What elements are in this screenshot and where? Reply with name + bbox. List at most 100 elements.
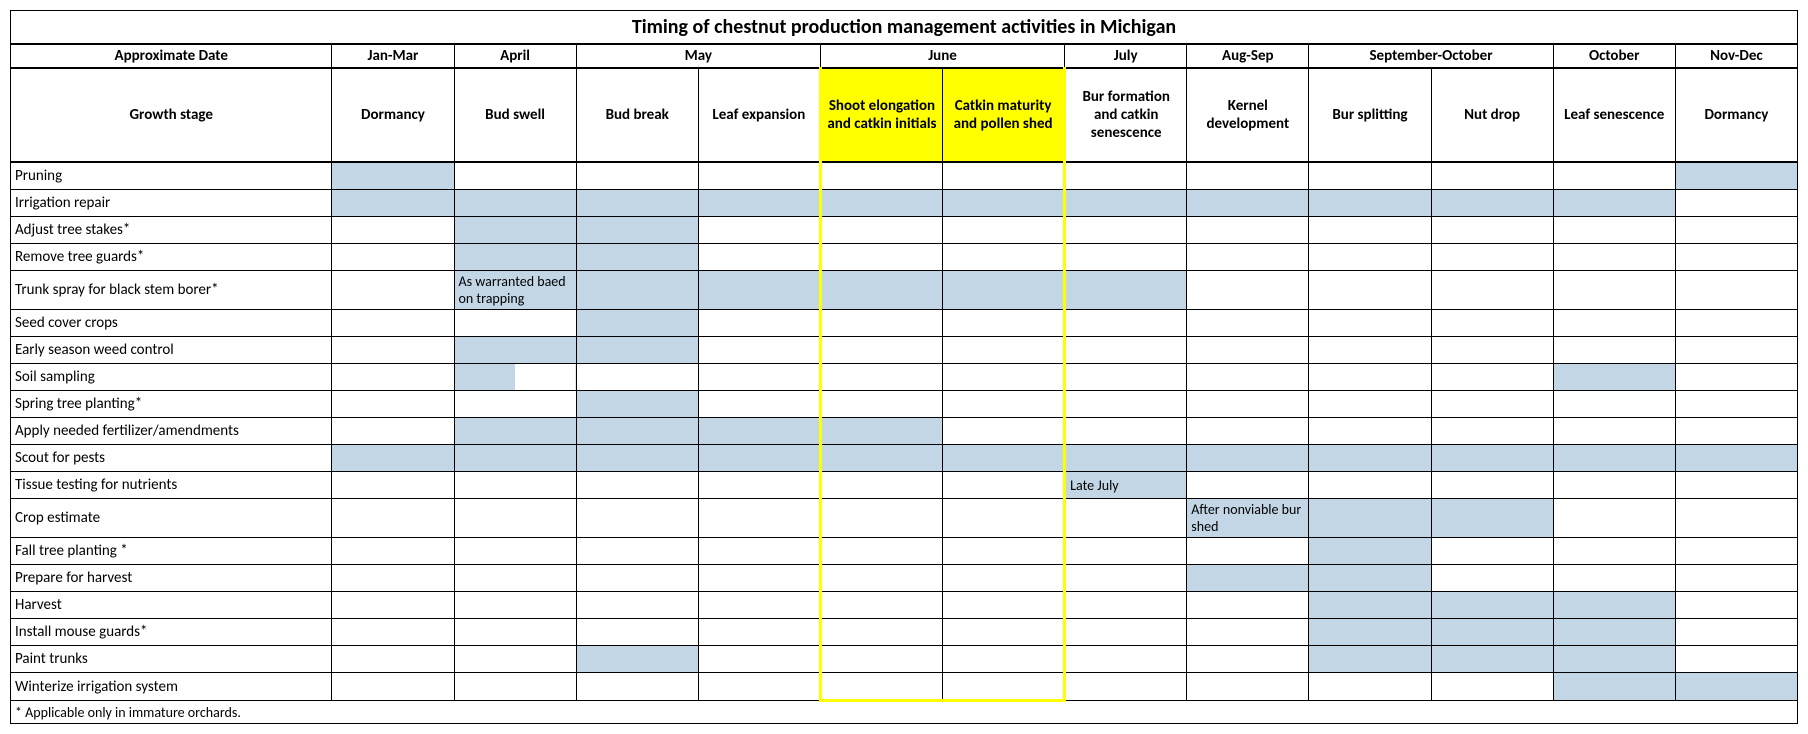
- activity-cell: [1431, 217, 1553, 244]
- activity-row: Winterize irrigation system: [11, 673, 1798, 701]
- activity-label: Remove tree guards*: [11, 244, 332, 271]
- activity-cell: [698, 646, 820, 673]
- activity-cell: [1187, 162, 1309, 190]
- activity-cell: [576, 310, 698, 337]
- activity-cell: [332, 565, 454, 592]
- activity-cell: [1309, 337, 1431, 364]
- activity-cell: [820, 190, 942, 217]
- activity-cell: [1309, 271, 1431, 310]
- activity-row: Soil sampling: [11, 364, 1798, 391]
- activity-cell: [1431, 472, 1553, 499]
- activity-cell: [698, 244, 820, 271]
- activity-cell: [1675, 472, 1797, 499]
- activity-cell: [1065, 619, 1187, 646]
- activity-cell: [1065, 244, 1187, 271]
- activity-cell: [1431, 445, 1553, 472]
- activity-cell: [576, 592, 698, 619]
- activity-row: Early season weed control: [11, 337, 1798, 364]
- activity-cell: [1187, 310, 1309, 337]
- activity-cell: [576, 217, 698, 244]
- activity-cell: [1309, 445, 1431, 472]
- activity-label: Soil sampling: [11, 364, 332, 391]
- stage-bur-formation: Bur formation and catkin senescence: [1065, 68, 1187, 162]
- activity-cell: [576, 271, 698, 310]
- activity-cell: [820, 499, 942, 538]
- activity-cell: [943, 310, 1065, 337]
- activity-cell: [1431, 418, 1553, 445]
- activity-cell: [698, 337, 820, 364]
- activity-cell: [1187, 565, 1309, 592]
- activity-cell: [698, 418, 820, 445]
- activity-cell: [332, 337, 454, 364]
- activity-row: Apply needed fertilizer/amendments: [11, 418, 1798, 445]
- activity-label: Prepare for harvest: [11, 565, 332, 592]
- activity-label: Scout for pests: [11, 445, 332, 472]
- activity-cell: [943, 337, 1065, 364]
- activity-cell: [698, 364, 820, 391]
- col-sep-oct: September-October: [1309, 44, 1553, 68]
- activity-cell: [820, 310, 942, 337]
- activity-cell: [943, 190, 1065, 217]
- activity-cell: [820, 565, 942, 592]
- activity-cell: [820, 619, 942, 646]
- activity-cell: [454, 538, 576, 565]
- activity-cell: [1309, 646, 1431, 673]
- activity-cell: [454, 391, 576, 418]
- stage-kernel-dev: Kernel development: [1187, 68, 1309, 162]
- activity-cell: [1187, 190, 1309, 217]
- activity-cell: [576, 162, 698, 190]
- activity-label: Apply needed fertilizer/amendments: [11, 418, 332, 445]
- activity-cell: [698, 472, 820, 499]
- stage-dormancy-2: Dormancy: [1675, 68, 1797, 162]
- activity-cell: [332, 162, 454, 190]
- activity-cell: [332, 646, 454, 673]
- activity-row: Paint trunks: [11, 646, 1798, 673]
- stage-bur-splitting: Bur splitting: [1309, 68, 1431, 162]
- activity-cell: [454, 472, 576, 499]
- activity-cell: [1553, 337, 1675, 364]
- activity-label: Crop estimate: [11, 499, 332, 538]
- activity-cell: [1309, 499, 1431, 538]
- activity-cell: [1309, 190, 1431, 217]
- activity-cell: [332, 673, 454, 701]
- activity-cell: [1553, 364, 1675, 391]
- activity-row: Prepare for harvest: [11, 565, 1798, 592]
- activity-cell: [1431, 565, 1553, 592]
- activity-cell: [332, 445, 454, 472]
- activity-cell: [1187, 391, 1309, 418]
- activity-cell: [1675, 217, 1797, 244]
- activity-cell: [1675, 244, 1797, 271]
- approx-date-label: Approximate Date: [11, 44, 332, 68]
- activity-cell: [454, 364, 576, 391]
- activity-cell: [698, 310, 820, 337]
- stage-dormancy-1: Dormancy: [332, 68, 454, 162]
- activity-cell: [1553, 646, 1675, 673]
- activity-row: Trunk spray for black stem borer*As warr…: [11, 271, 1798, 310]
- activity-cell: [454, 565, 576, 592]
- activity-cell: [1431, 499, 1553, 538]
- activity-cell: [454, 445, 576, 472]
- activity-label: Fall tree planting *: [11, 538, 332, 565]
- activity-cell: [1431, 538, 1553, 565]
- activity-cell: [820, 418, 942, 445]
- stage-nut-drop: Nut drop: [1431, 68, 1553, 162]
- activity-cell: [1675, 646, 1797, 673]
- activity-cell: [1675, 310, 1797, 337]
- activity-cell: [1309, 619, 1431, 646]
- activity-cell: [943, 646, 1065, 673]
- stage-catkin-maturity: Catkin maturity and pollen shed: [943, 68, 1065, 162]
- activity-cell: [454, 337, 576, 364]
- activity-cell: [1065, 271, 1187, 310]
- activity-row: Fall tree planting *: [11, 538, 1798, 565]
- activity-cell: [1431, 364, 1553, 391]
- activity-cell: [1187, 418, 1309, 445]
- stage-shoot-elongation: Shoot elongation and catkin initials: [820, 68, 942, 162]
- activity-cell: [943, 391, 1065, 418]
- activity-cell: [332, 538, 454, 565]
- activity-cell: [332, 619, 454, 646]
- activity-cell: [1553, 244, 1675, 271]
- growth-stage-label: Growth stage: [11, 68, 332, 162]
- activity-cell: [820, 538, 942, 565]
- activity-cell: [820, 445, 942, 472]
- activity-cell: [1431, 244, 1553, 271]
